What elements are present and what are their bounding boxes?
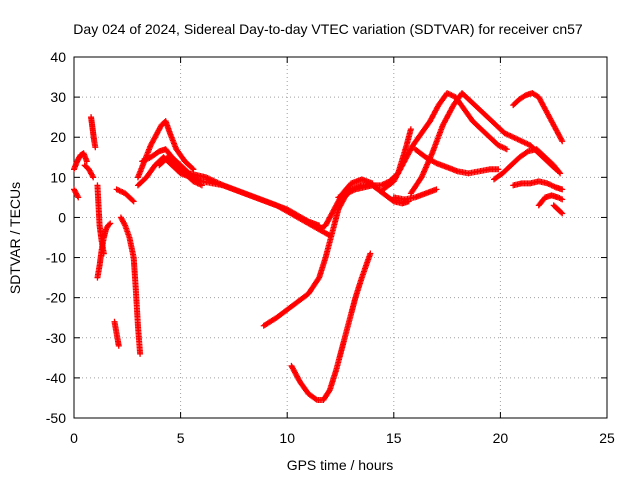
data-series	[412, 146, 502, 177]
grid-lines	[74, 57, 607, 418]
data-point	[121, 221, 128, 228]
data-point	[90, 174, 97, 181]
data-point	[89, 172, 96, 179]
data-point	[189, 165, 196, 172]
data-point	[367, 250, 374, 257]
data-point	[74, 193, 81, 200]
data-point	[83, 158, 90, 165]
data-series	[491, 146, 564, 183]
y-tick-label: 10	[50, 169, 66, 185]
data-point	[557, 170, 564, 177]
y-tick-label: 40	[50, 49, 66, 65]
data-series	[550, 202, 566, 217]
data-point	[129, 197, 136, 204]
data-point	[198, 182, 205, 189]
data-series	[117, 214, 144, 357]
x-tick-label: 25	[599, 430, 615, 446]
data-series	[390, 186, 440, 203]
data-series	[111, 318, 122, 349]
data-point	[503, 146, 510, 153]
data-point	[558, 209, 565, 216]
data-series	[510, 178, 566, 193]
data-series	[88, 114, 99, 151]
data-point	[407, 126, 414, 133]
y-tick-label: 20	[50, 129, 66, 145]
x-tick-label: 20	[493, 430, 509, 446]
data-series	[380, 90, 510, 193]
data-series	[81, 162, 97, 181]
y-tick-label: -10	[46, 250, 66, 266]
data-point	[559, 138, 566, 145]
data-point	[433, 186, 440, 193]
data-series	[134, 118, 197, 181]
data-point	[304, 217, 311, 224]
data-series	[156, 154, 205, 189]
y-tick-label: -50	[46, 410, 66, 426]
data-points	[71, 90, 566, 403]
y-tick-label: -40	[46, 370, 66, 386]
data-point	[559, 210, 566, 217]
data-series	[94, 182, 107, 257]
data-series	[407, 90, 559, 197]
x-axis-label: GPS time / hours	[287, 457, 394, 473]
data-point	[432, 159, 439, 166]
data-point	[556, 169, 563, 176]
y-tick-label: 0	[58, 209, 66, 225]
y-tick-label: -30	[46, 330, 66, 346]
data-point	[326, 388, 333, 395]
data-point	[100, 250, 107, 257]
data-point	[130, 198, 137, 205]
x-tick-label: 5	[177, 430, 185, 446]
plot-frame	[73, 56, 608, 419]
x-tick-label: 0	[70, 430, 78, 446]
y-tick-label: 30	[50, 89, 66, 105]
data-series	[71, 186, 82, 201]
data-point	[106, 221, 113, 228]
data-point	[115, 342, 122, 349]
data-point	[75, 194, 82, 201]
data-point	[559, 186, 566, 193]
y-tick-label: -20	[46, 290, 66, 306]
data-point	[107, 220, 114, 227]
data-series	[535, 192, 566, 209]
data-point	[559, 196, 566, 203]
data-point	[315, 275, 322, 282]
data-series	[113, 186, 137, 205]
data-point	[190, 166, 197, 173]
axes: 0 5 10 15 20 25 -50 -40 -30 -20 -10 0 10 20 30 40	[46, 49, 615, 446]
data-point	[92, 144, 99, 151]
data-series	[510, 90, 566, 145]
x-tick-label: 15	[386, 430, 402, 446]
data-point	[312, 396, 319, 403]
data-point	[495, 166, 502, 173]
data-series	[288, 250, 374, 403]
data-point	[558, 136, 565, 143]
data-series	[71, 150, 90, 173]
chart-title: Day 024 of 2024, Sidereal Day-to-day VTE…	[73, 21, 583, 37]
y-axis-label: SDTVAR / TECUs	[7, 182, 23, 294]
data-point	[137, 350, 144, 357]
x-tick-label: 10	[279, 430, 295, 446]
